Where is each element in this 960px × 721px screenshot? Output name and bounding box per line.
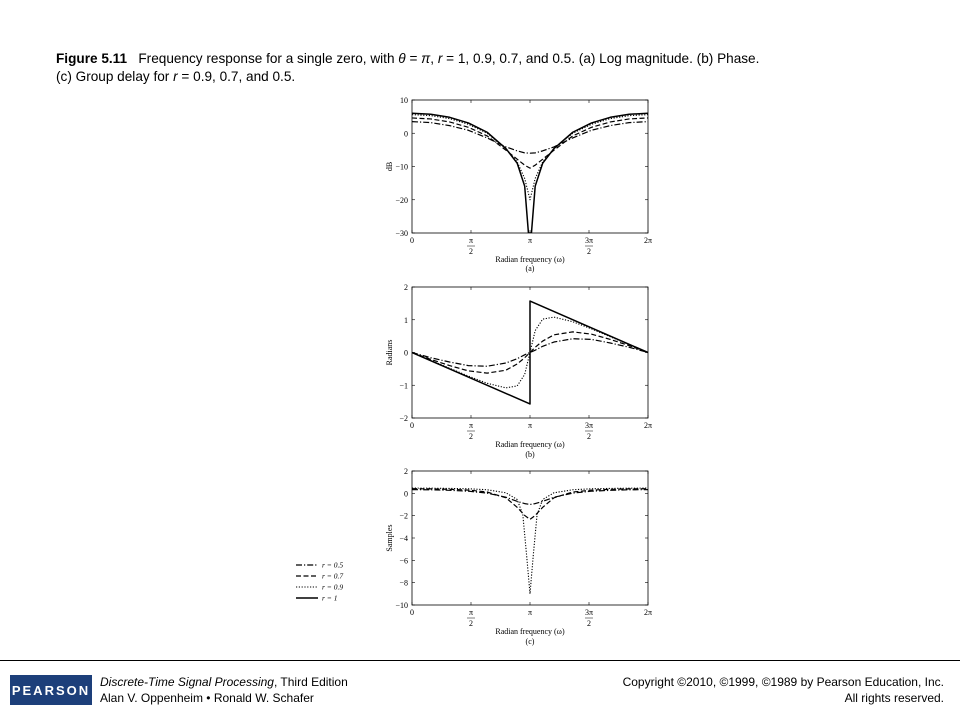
legend-label: r = 1 (322, 594, 337, 603)
x-tick-label-denominator: 2 (587, 432, 591, 441)
x-tick-label: π (528, 608, 532, 617)
series-line-r-0-7 (412, 117, 648, 169)
x-axis-label: Radian frequency (ω) (495, 255, 565, 264)
y-tick-label: −2 (399, 512, 408, 521)
x-tick-label: 0 (410, 236, 414, 245)
y-tick-label: −1 (399, 381, 408, 390)
panel-sublabel: (a) (526, 264, 535, 273)
x-tick-label-denominator: 2 (469, 619, 473, 628)
x-tick-label: 3π (585, 608, 593, 617)
caption-theta: θ (398, 51, 406, 66)
x-tick-label: 3π (585, 421, 593, 430)
x-tick-label: π (469, 608, 473, 617)
footer: PEARSON Discrete-Time Signal Processing,… (0, 660, 960, 721)
figure-label: Figure 5.11 (56, 51, 128, 66)
x-tick-label: π (469, 421, 473, 430)
y-tick-label: 0 (404, 129, 408, 138)
series-line-r-0-5 (412, 121, 648, 154)
caption-pi: π (421, 51, 431, 66)
y-tick-label: −10 (395, 601, 408, 610)
x-tick-label-denominator: 2 (469, 432, 473, 441)
series-line-r-0-7 (412, 331, 648, 374)
series-line-r-0-5 (412, 489, 648, 506)
charts-canvas: r = 0.5r = 0.7r = 0.9r = 1 100−10−20−300… (296, 96, 652, 646)
y-axis-label: Samples (385, 524, 394, 551)
x-tick-label: 0 (410, 421, 414, 430)
y-tick-label: −8 (399, 579, 408, 588)
book-info: Discrete-Time Signal Processing, Third E… (100, 674, 348, 706)
series-line-r-0-9 (412, 316, 648, 389)
caption-text-d: = 1, 0.9, 0.7, and 0.5. (a) Log magnitud… (442, 51, 760, 66)
x-axis-label: Radian frequency (ω) (495, 440, 565, 449)
x-axis-label: Radian frequency (ω) (495, 627, 565, 636)
legend-label: r = 0.5 (322, 561, 343, 570)
caption-text-a: Frequency response for a single zero, wi… (138, 51, 399, 66)
x-tick-label: 0 (410, 608, 414, 617)
y-tick-label: 2 (404, 467, 408, 476)
series-line-r-0-9 (412, 487, 648, 595)
series-group (412, 487, 648, 595)
book-authors: Alan V. Oppenheim • Ronald W. Schafer (100, 691, 314, 705)
legend: r = 0.5 r = 0.7 r = 0.9 r = 1 (296, 561, 343, 603)
x-tick-label: 2π (644, 236, 652, 245)
series-line-r-0-9 (412, 114, 648, 201)
caption-text-b: = (405, 51, 422, 66)
x-tick-label: 2π (644, 421, 652, 430)
series-line-r-0-7 (412, 488, 648, 520)
caption-text-c: , (430, 51, 438, 66)
rights-text: All rights reserved. (844, 691, 944, 705)
series-group (412, 112, 648, 233)
y-tick-label: −6 (399, 556, 408, 565)
plot-frame (411, 470, 649, 606)
y-tick-label: −4 (399, 534, 408, 543)
series-group (412, 300, 648, 405)
figure-caption: Figure 5.11 Frequency response for a sin… (56, 50, 916, 86)
y-tick-label: −20 (395, 196, 408, 205)
book-edition: , Third Edition (273, 675, 348, 689)
y-tick-label: 0 (404, 349, 408, 358)
x-tick-label-denominator: 2 (469, 247, 473, 256)
x-tick-label: π (528, 236, 532, 245)
caption-r: r (437, 51, 443, 66)
caption-line2-a: (c) Group delay for (56, 69, 174, 84)
x-tick-label: 3π (585, 236, 593, 245)
panel-sublabel: (c) (526, 637, 535, 646)
y-axis-label: dB (385, 162, 394, 171)
x-tick-label: π (469, 236, 473, 245)
y-tick-label: −30 (395, 229, 408, 238)
y-tick-label: 2 (404, 283, 408, 292)
series-line-r-1 (412, 112, 648, 233)
y-axis-label: Radians (385, 340, 394, 366)
caption-line2-r: r (173, 69, 178, 84)
y-tick-label: 10 (400, 96, 408, 105)
plot-frame (411, 99, 649, 234)
x-tick-label: 2π (644, 608, 652, 617)
legend-label: r = 0.7 (322, 572, 343, 581)
x-tick-label-denominator: 2 (587, 247, 591, 256)
caption-line2-b: = 0.9, 0.7, and 0.5. (177, 69, 296, 84)
y-tick-label: −2 (399, 414, 408, 423)
copyright-text: Copyright ©2010, ©1999, ©1989 by Pearson… (622, 675, 944, 689)
x-tick-label-denominator: 2 (587, 619, 591, 628)
series-line-r-1 (412, 300, 648, 405)
x-tick-label: π (528, 421, 532, 430)
pearson-logo: PEARSON (10, 675, 92, 705)
series-line-r-0-5 (412, 338, 648, 367)
y-tick-label: −10 (395, 163, 408, 172)
panel-sublabel: (b) (525, 450, 535, 459)
y-tick-label: 1 (404, 316, 408, 325)
legend-label: r = 0.9 (322, 583, 343, 592)
book-title: Discrete-Time Signal Processing (100, 675, 274, 689)
y-tick-label: 0 (404, 489, 408, 498)
copyright-info: Copyright ©2010, ©1999, ©1989 by Pearson… (623, 674, 944, 706)
